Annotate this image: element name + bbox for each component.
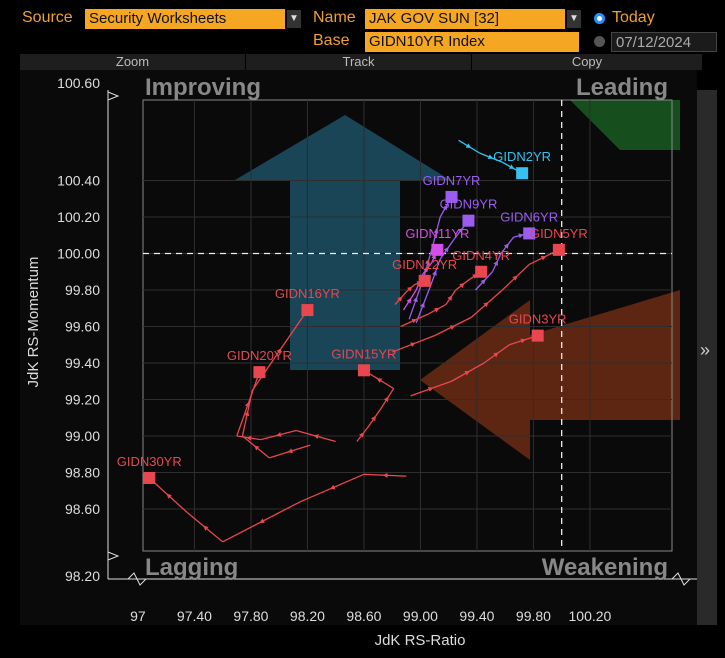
x-tick-label: 98.60 — [346, 608, 381, 624]
series-label: GIDN2YR — [493, 149, 551, 164]
today-label: Today — [612, 9, 655, 26]
series-marker[interactable] — [143, 471, 156, 484]
series-label: GIDN9YR — [440, 197, 498, 212]
series-label: GIDN7YR — [423, 173, 481, 188]
zoom-tool[interactable]: Zoom — [20, 54, 246, 70]
series-label: GIDN11YR — [405, 226, 469, 241]
y-tick-label: 100.00 — [57, 246, 100, 262]
series-marker[interactable] — [462, 214, 475, 227]
y-tick-label: 100.40 — [57, 173, 100, 189]
series-marker[interactable] — [418, 274, 431, 287]
date-input[interactable]: 07/12/2024 — [611, 32, 717, 52]
x-tick-label: 99.40 — [459, 608, 494, 624]
series-label: GIDN16YR — [275, 286, 340, 301]
quadrant-label: Weakening — [542, 554, 668, 581]
name-dropdown-icon[interactable]: ▼ — [567, 10, 581, 28]
series-marker[interactable] — [475, 265, 488, 278]
rrg-chart[interactable]: 97 97.40 97.80 98.20 98.60 99.00 99.40 99.80 100… — [0, 70, 725, 658]
series-label: GIDN5YR — [530, 226, 588, 241]
trails — [143, 139, 565, 543]
series-label: GIDN12YR — [392, 257, 457, 272]
x-tick-label: 97.80 — [233, 608, 268, 624]
series-label: GIDN20YR — [227, 348, 292, 363]
source-dropdown-icon[interactable]: ▼ — [287, 10, 301, 28]
x-tick-label: 99.80 — [516, 608, 551, 624]
x-tick-label: 100.20 — [569, 608, 612, 624]
series-label: GIDN6YR — [500, 209, 558, 224]
series-label: GIDN30YR — [117, 454, 182, 469]
series-marker[interactable] — [301, 304, 314, 317]
x-tick-label: 97 — [130, 608, 146, 624]
quadrant-labels: Improving Leading Lagging Weakening — [145, 74, 668, 581]
series-marker[interactable] — [445, 190, 458, 203]
axes: 97 97.40 97.80 98.20 98.60 99.00 99.40 99.80 100… — [57, 75, 697, 624]
y-axis-label: JdK RS-Momentum — [25, 257, 42, 388]
y-tick-label: 100.60 — [57, 75, 100, 91]
y-tick-label: 99.40 — [65, 355, 100, 371]
expand-icon[interactable]: » — [700, 340, 711, 360]
axis-break-icon — [127, 572, 691, 586]
y-tick-label: 98.60 — [65, 501, 100, 517]
top-toolbar: Source Security Worksheets ▼ Name JAK GO… — [0, 0, 725, 56]
copy-tool[interactable]: Copy — [472, 54, 703, 70]
y-tick-label: 98.20 — [65, 568, 100, 584]
series-label: GIDN4YR — [452, 248, 510, 263]
series-marker[interactable] — [431, 243, 444, 256]
x-tick-label: 97.40 — [177, 608, 212, 624]
weakening-arrow-icon — [420, 290, 680, 460]
improving-arrow-icon — [235, 115, 450, 370]
plot-frame — [142, 99, 673, 552]
date-radio[interactable] — [594, 36, 605, 47]
source-label: Source — [22, 9, 73, 26]
quadrant-label: Lagging — [145, 554, 238, 581]
series-label: GIDN15YR — [331, 346, 396, 361]
series-marker[interactable] — [552, 243, 565, 256]
series-marker[interactable] — [357, 364, 370, 377]
y-tick-label: 99.20 — [65, 392, 100, 408]
series-marker[interactable] — [516, 167, 529, 180]
name-select[interactable]: JAK GOV SUN [32] — [365, 9, 565, 29]
series-marker[interactable] — [531, 329, 544, 342]
series-label: GIDN3YR — [509, 312, 567, 327]
x-axis-label: JdK RS-Ratio — [375, 632, 466, 649]
series-marker[interactable] — [523, 227, 536, 240]
quadrant-label: Improving — [145, 74, 261, 101]
y-tick-label: 98.80 — [65, 465, 100, 481]
y-tick-label: 100.20 — [57, 209, 100, 225]
today-radio[interactable] — [594, 13, 605, 24]
x-tick-label: 98.20 — [290, 608, 325, 624]
y-tick-label: 99.60 — [65, 319, 100, 335]
series-marker[interactable] — [253, 366, 266, 379]
right-panel[interactable]: » — [697, 90, 717, 625]
x-tick-label: 99.00 — [403, 608, 438, 624]
axis-break-icon — [107, 91, 120, 561]
base-label: Base — [313, 32, 350, 49]
track-tool[interactable]: Track — [246, 54, 472, 70]
base-input[interactable]: GIDN10YR Index — [365, 32, 579, 52]
name-label: Name — [313, 9, 356, 26]
quadrant-label: Leading — [576, 74, 668, 101]
leading-arrow-icon — [570, 100, 680, 150]
y-tick-label: 99.80 — [65, 282, 100, 298]
y-tick-label: 99.00 — [65, 428, 100, 444]
source-select[interactable]: Security Worksheets — [85, 9, 285, 29]
